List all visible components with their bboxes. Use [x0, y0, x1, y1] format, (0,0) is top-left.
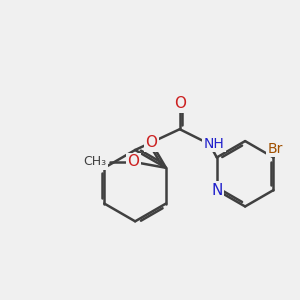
Text: O: O — [127, 154, 139, 169]
Text: N: N — [211, 183, 223, 198]
Text: O: O — [174, 96, 186, 111]
Text: NH: NH — [203, 137, 224, 151]
Text: Br: Br — [267, 142, 283, 155]
Text: CH₃: CH₃ — [83, 155, 106, 168]
Text: O: O — [145, 135, 157, 150]
